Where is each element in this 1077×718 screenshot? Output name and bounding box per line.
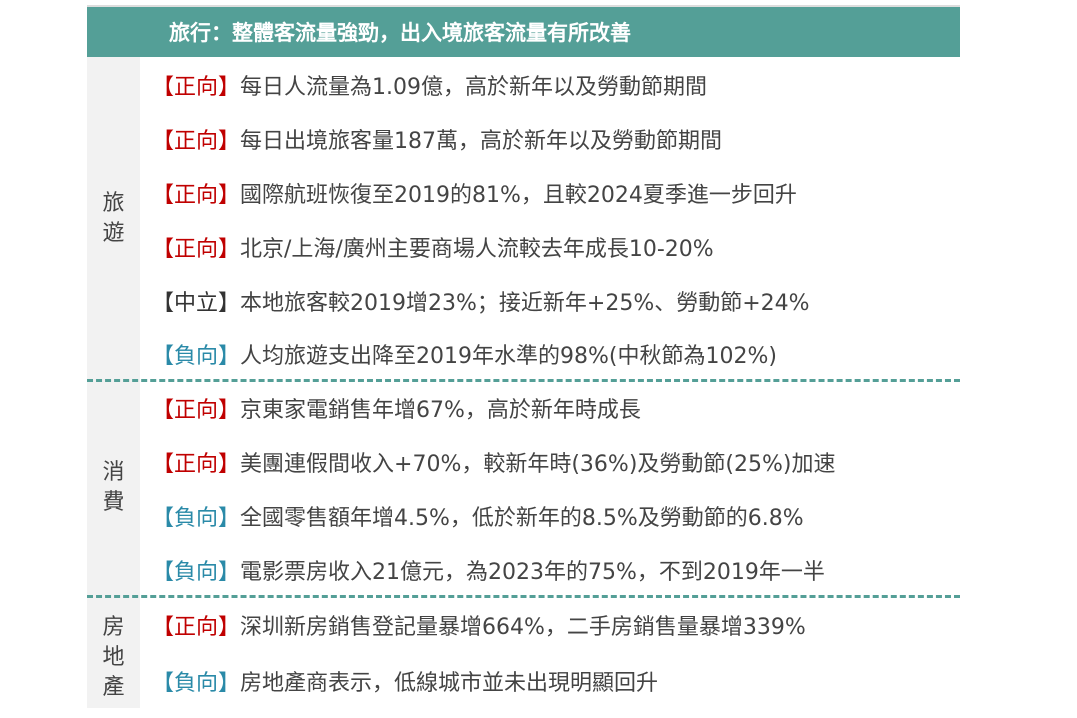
sentiment-tag: 【正向】: [152, 129, 241, 154]
list-item: 【正向】深圳新房銷售登記量暴增664%，二手房銷售量暴增339%: [152, 613, 806, 643]
section-label: 消 費: [102, 460, 125, 515]
item-text: 美團連假間收入+70%，較新年時(36%)及勞動節(25%)加速: [240, 452, 836, 477]
list-item: 【負向】人均旅遊支出降至2019年水準的98%(中秋節為102%): [152, 342, 777, 372]
item-text: 每日人流量為1.09億，高於新年以及勞動節期間: [240, 75, 708, 100]
list-item: 【正向】國際航班恢復至2019的81%，且較2024夏季進一步回升: [152, 181, 797, 211]
list-item: 【負向】房地產商表示，低線城市並未出現明顯回升: [152, 669, 658, 699]
sentiment-tag: 【正向】: [152, 75, 241, 100]
sentiment-tag: 【正向】: [152, 237, 241, 262]
list-item: 【中立】本地旅客較2019增23%；接近新年+25%、勞動節+24%: [152, 289, 810, 319]
sentiment-tag: 【正向】: [152, 615, 241, 640]
item-text: 全國零售額年增4.5%，低於新年的8.5%及勞動節的6.8%: [240, 506, 804, 531]
sentiment-tag: 【中立】: [152, 291, 241, 316]
item-text: 人均旅遊支出降至2019年水準的98%(中秋節為102%): [240, 344, 777, 369]
list-item: 【正向】每日出境旅客量187萬，高於新年以及勞動節期間: [152, 127, 722, 157]
item-text: 深圳新房銷售登記量暴增664%，二手房銷售量暴增339%: [240, 615, 806, 640]
item-text: 房地產商表示，低線城市並未出現明顯回升: [240, 671, 659, 696]
item-text: 電影票房收入21億元，為2023年的75%，不到2019年一半: [240, 560, 825, 585]
item-text: 京東家電銷售年增67%，高於新年時成長: [240, 398, 641, 423]
item-text: 北京/上海/廣州主要商場人流較去年成長10-20%: [240, 237, 714, 262]
sentiment-tag: 【負向】: [152, 344, 241, 369]
sentiment-tag: 【正向】: [152, 398, 241, 423]
section-label: 旅 遊: [102, 191, 125, 246]
list-item: 【正向】美團連假間收入+70%，較新年時(36%)及勞動節(25%)加速: [152, 450, 835, 480]
header-banner: 旅行：整體客流量強勁，出入境旅客流量有所改善: [87, 5, 960, 57]
sentiment-tag: 【負向】: [152, 671, 241, 696]
list-item: 【正向】每日人流量為1.09億，高於新年以及勞動節期間: [152, 73, 707, 103]
section-divider: [87, 379, 960, 382]
list-item: 【負向】全國零售額年增4.5%，低於新年的8.5%及勞動節的6.8%: [152, 504, 804, 534]
sentiment-tag: 【負向】: [152, 560, 241, 585]
sentiment-tag: 【正向】: [152, 452, 241, 477]
item-text: 國際航班恢復至2019的81%，且較2024夏季進一步回升: [240, 183, 797, 208]
section-label: 房 地 產: [102, 615, 125, 700]
item-text: 本地旅客較2019增23%；接近新年+25%、勞動節+24%: [240, 291, 810, 316]
item-text: 每日出境旅客量187萬，高於新年以及勞動節期間: [240, 129, 723, 154]
sentiment-tag: 【負向】: [152, 506, 241, 531]
list-item: 【負向】電影票房收入21億元，為2023年的75%，不到2019年一半: [152, 558, 825, 588]
section-divider: [87, 595, 960, 598]
category-column: [87, 57, 140, 708]
list-item: 【正向】京東家電銷售年增67%，高於新年時成長: [152, 396, 641, 426]
list-item: 【正向】北京/上海/廣州主要商場人流較去年成長10-20%: [152, 235, 714, 265]
sentiment-tag: 【正向】: [152, 183, 241, 208]
